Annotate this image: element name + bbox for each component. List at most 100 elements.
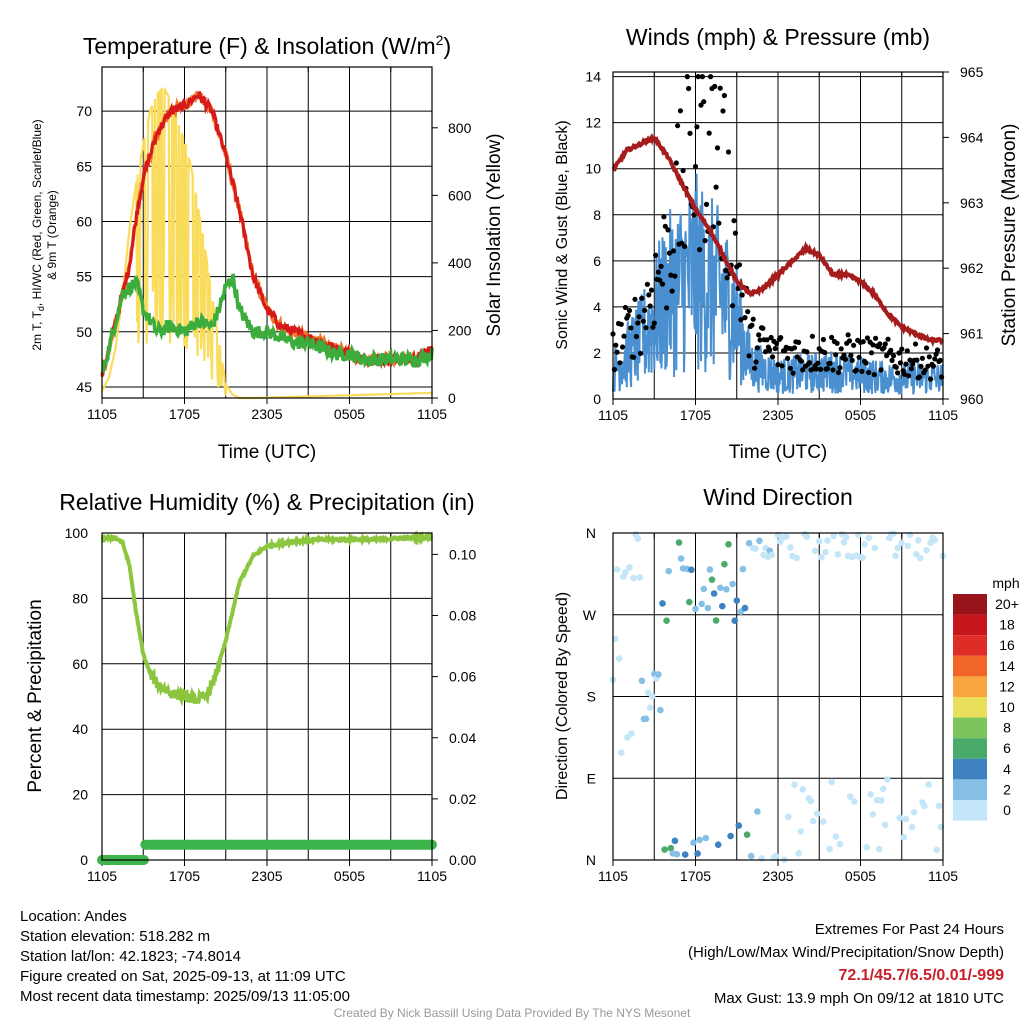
wind-direction-point <box>727 832 734 840</box>
station-info: Location: Andes Station elevation: 518.2… <box>20 907 350 1007</box>
wind-direction-point <box>791 781 798 788</box>
legend-swatch <box>953 676 987 697</box>
wind-direction-point <box>747 852 755 860</box>
wind-direction-point <box>803 533 811 541</box>
wind-direction-point <box>824 537 831 544</box>
gust-point <box>768 334 774 341</box>
wind-direction-point <box>692 605 699 613</box>
gust-point <box>635 320 641 326</box>
y-tick-label: 80 <box>72 590 88 606</box>
gust-point <box>738 317 744 323</box>
wind-direction-point <box>756 537 763 545</box>
gust-point <box>877 341 883 347</box>
gust-point <box>778 335 784 341</box>
gust-point <box>699 74 706 80</box>
wind-direction-point <box>628 730 635 737</box>
gust-point <box>820 336 827 343</box>
gust-point <box>848 352 854 358</box>
legend-label: 16 <box>999 637 1015 653</box>
wind-direction-point <box>912 550 920 558</box>
wind-direction-point <box>648 693 656 700</box>
gust-point <box>753 359 759 365</box>
gust-point <box>687 130 693 136</box>
wind-direction-point <box>859 554 866 561</box>
wind-direction-point <box>714 841 722 848</box>
gust-point <box>890 353 897 359</box>
gust-point <box>648 287 655 293</box>
gust-point <box>657 277 663 283</box>
gust-point <box>897 360 904 366</box>
panel-title: Temperature (F) & Insolation (W/m2) <box>83 32 451 59</box>
legend-title: mph <box>992 575 1019 591</box>
gust-point <box>863 360 869 366</box>
y2-tick-label: 800 <box>448 120 472 136</box>
wind-direction-point <box>717 584 724 592</box>
x-tick-label: 1105 <box>928 407 958 423</box>
legend-label: 12 <box>999 678 1015 694</box>
gust-point <box>756 332 762 338</box>
y-tick-label: 12 <box>585 115 601 131</box>
wind-direction-point <box>721 560 728 568</box>
gust-point <box>888 347 894 353</box>
y-tick-label: E <box>587 770 596 786</box>
y2-tick-label: 0 <box>448 390 456 406</box>
x-tick-label: 1105 <box>928 868 958 884</box>
gust-point <box>702 238 708 244</box>
wind-direction-point <box>712 617 720 624</box>
panel-title: Wind Direction <box>703 484 853 510</box>
y2-tick-label: 964 <box>960 129 984 145</box>
gust-point <box>769 354 776 360</box>
plot-border <box>612 71 944 400</box>
wind-direction-point <box>733 597 741 604</box>
legend-swatch <box>953 594 987 615</box>
gust-point <box>933 351 939 357</box>
extremes-header: Extremes For Past 24 Hours <box>814 921 1004 938</box>
plot-border <box>612 532 944 861</box>
gust-point <box>724 275 730 281</box>
wind-direction-point <box>865 534 873 542</box>
gust-point <box>830 367 836 373</box>
wind-direction-point <box>842 534 850 541</box>
gust-point <box>845 332 851 338</box>
wind-direction-point <box>818 554 825 561</box>
y2-tick-label: 600 <box>448 187 472 203</box>
gust-point <box>712 83 718 89</box>
wind-direction-point <box>832 833 840 840</box>
gust-point <box>642 307 648 313</box>
gust-point <box>901 371 908 377</box>
gust-point <box>650 324 656 330</box>
gust-point <box>866 369 872 376</box>
gust-point <box>757 337 763 343</box>
y2-tick-label: 0.04 <box>449 730 476 746</box>
gust-point <box>713 184 719 190</box>
y-tick-label: 8 <box>593 207 601 223</box>
wind-direction-point <box>706 566 714 573</box>
y-tick-label: 2 <box>593 345 601 361</box>
gust-point <box>618 321 624 327</box>
plot-border <box>101 532 433 861</box>
gust-point <box>647 303 653 309</box>
gust-point <box>742 315 748 321</box>
y-tick-label: 60 <box>76 213 92 229</box>
wind-direction-point <box>694 850 701 857</box>
wind-direction-point <box>618 749 625 756</box>
gust-point <box>763 349 769 355</box>
x-tick-label: 1105 <box>417 868 447 884</box>
gust-point <box>934 347 941 353</box>
wind-direction-point <box>745 539 753 547</box>
wind-direction-point <box>921 802 928 810</box>
gust-point <box>834 340 840 346</box>
created-text: Figure created on Sat, 2025-09-13, at 11… <box>20 968 346 985</box>
gust-point <box>732 230 739 236</box>
wind-direction-point <box>642 715 650 723</box>
gust-point <box>798 358 805 364</box>
y-tick-label: 40 <box>72 721 88 737</box>
gust-point <box>827 360 833 366</box>
gust-point <box>917 374 923 380</box>
latlon-text: Station lat/lon: 42.1823; -74.8014 <box>20 948 242 965</box>
gust-point <box>681 243 688 249</box>
gust-point <box>912 341 919 347</box>
wind-direction-point <box>719 602 726 610</box>
gust-point <box>859 368 865 374</box>
